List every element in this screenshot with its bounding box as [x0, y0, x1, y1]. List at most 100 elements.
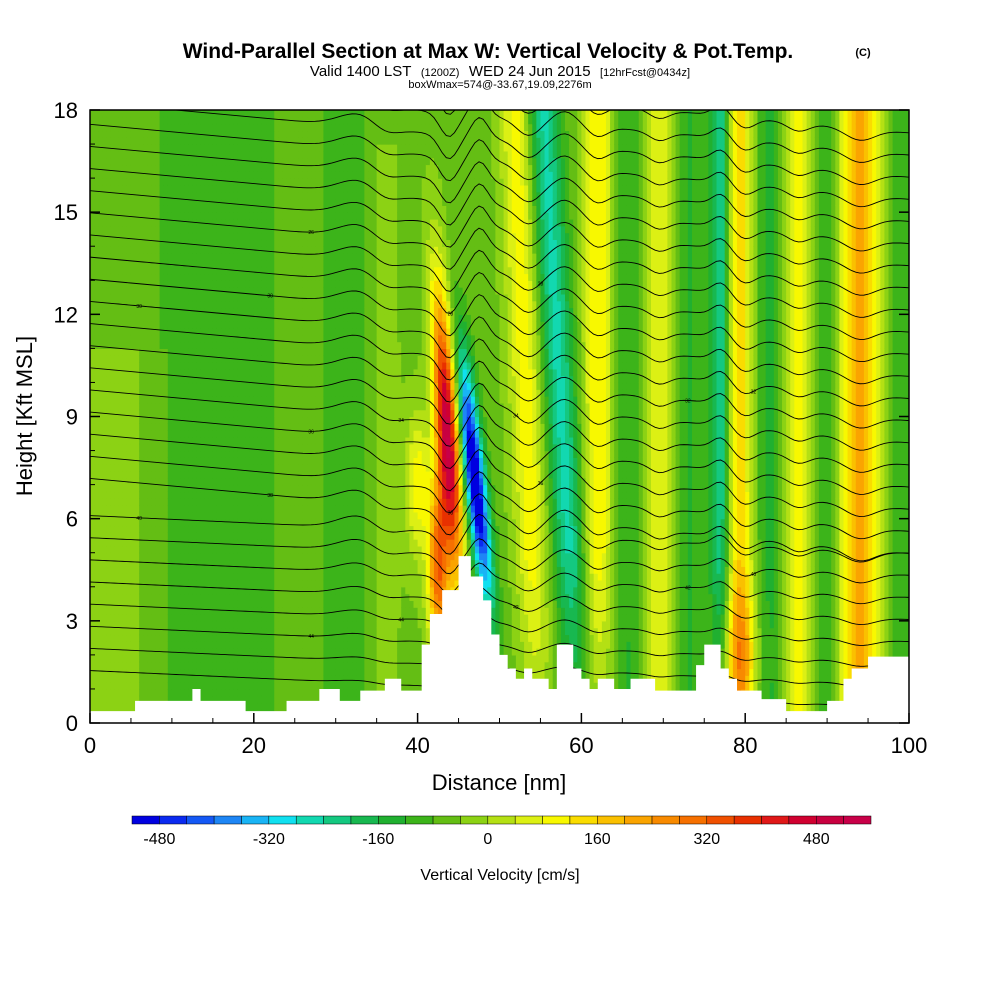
field-cell-3224: [233, 450, 239, 458]
field-cell-784: [122, 334, 128, 343]
field-cell-2797: [212, 259, 218, 268]
field-cell-2260: [188, 198, 193, 206]
field-cell-1238: [143, 341, 148, 349]
field-cell-1072: [135, 232, 140, 241]
field-cell-659: [118, 566, 124, 574]
field-cell-2623: [204, 205, 210, 213]
field-cell-4157: [274, 293, 279, 302]
field-cell-4015: [270, 641, 275, 649]
field-cell-2485: [200, 525, 206, 533]
field-cell-2284: [192, 654, 198, 663]
field-cell-413: [106, 382, 112, 390]
field-cell-4119: [274, 552, 279, 561]
field-cell-21: [90, 573, 95, 581]
field-cell-996: [130, 130, 136, 138]
field-cell-519: [110, 280, 116, 288]
field-cell-1737: [167, 661, 173, 670]
field-cell-3152: [229, 321, 234, 329]
field-cell-3958: [266, 409, 271, 418]
field-cell-2617: [204, 246, 210, 254]
field-cell-1793: [167, 280, 173, 288]
field-cell-1205: [143, 566, 148, 574]
field-cell-2104: [184, 641, 189, 649]
field-cell-4837: [307, 620, 312, 629]
field-cell-2497: [200, 443, 206, 452]
field-cell-443: [106, 178, 112, 186]
field-cell-134: [94, 423, 99, 431]
field-cell-988: [130, 184, 136, 193]
field-cell-4274: [278, 116, 284, 125]
field-cell-2267: [188, 150, 193, 159]
field-cell-2571: [204, 559, 210, 567]
field-cell-1086: [135, 137, 140, 145]
field-cell-1090: [135, 110, 140, 118]
field-cell-1487: [155, 505, 161, 513]
field-cell-4042: [270, 457, 275, 465]
field-cell-2606: [204, 321, 210, 329]
field-cell-2506: [200, 382, 206, 390]
field-cell-3226: [233, 436, 239, 445]
field-cell-1634: [159, 123, 165, 132]
field-cell-2287: [192, 634, 198, 642]
field-cell-1574: [159, 532, 165, 540]
field-cell-1159: [139, 259, 144, 268]
field-cell-2813: [212, 150, 218, 159]
field-cell-3140: [229, 402, 234, 411]
field-cell-306: [102, 491, 107, 499]
field-cell-4120: [274, 545, 279, 554]
field-cell-2878: [216, 327, 222, 336]
field-cell-445: [106, 164, 112, 172]
field-cell-3758: [257, 532, 263, 540]
field-cell-1212: [143, 518, 148, 527]
field-cell-326: [102, 355, 107, 363]
field-cell-196: [98, 620, 103, 629]
field-cell-1178: [139, 130, 144, 138]
field-cell-1718: [163, 171, 169, 179]
field-cell-3239: [233, 348, 239, 356]
field-cell-2068: [180, 266, 185, 275]
field-cell-427: [106, 287, 112, 295]
field-cell-3496: [245, 457, 251, 465]
field-cell-1837: [171, 600, 177, 608]
field-cell-224: [98, 430, 103, 438]
field-cell-2601: [204, 355, 210, 363]
field-cell-1671: [163, 491, 169, 499]
field-cell-275: [102, 702, 107, 710]
field-cell-2689: [208, 375, 214, 384]
field-cell-2661: [208, 566, 214, 574]
field-cell-3818: [257, 123, 263, 132]
field-cell-2622: [204, 212, 210, 220]
field-cell-2906: [216, 137, 222, 145]
field-cell-1608: [159, 300, 165, 309]
field-cell-1858: [171, 457, 177, 465]
field-cell-706: [118, 246, 124, 254]
field-cell-1284: [147, 648, 153, 656]
field-cell-2990: [221, 184, 226, 193]
field-cell-4843: [307, 579, 312, 588]
field-cell-419: [106, 341, 112, 349]
field-cell-4476: [290, 600, 296, 608]
field-cell-437: [106, 218, 112, 227]
field-cell-1187: [143, 688, 148, 697]
field-cell-3677: [253, 464, 259, 472]
field-cell-4329: [282, 362, 288, 370]
field-cell-2614: [204, 266, 210, 275]
field-cell-3498: [245, 443, 251, 452]
field-cell-4965: [311, 368, 316, 377]
field-cell-251: [98, 246, 103, 254]
field-cell-3703: [253, 287, 259, 295]
field-cell-2353: [192, 184, 198, 193]
field-cell-2016: [180, 620, 185, 629]
field-cell-2101: [184, 661, 189, 670]
field-cell-4533: [290, 212, 296, 220]
field-cell-298: [102, 545, 107, 554]
field-cell-4818: [302, 130, 308, 138]
field-cell-2050: [180, 389, 185, 397]
field-cell-2526: [200, 246, 206, 254]
field-cell-3986: [266, 218, 271, 227]
field-cell-4503: [290, 416, 296, 424]
field-cell-1898: [171, 184, 177, 193]
field-cell-3338: [237, 293, 243, 302]
field-cell-2569: [204, 573, 210, 581]
field-cell-3638: [249, 110, 255, 118]
